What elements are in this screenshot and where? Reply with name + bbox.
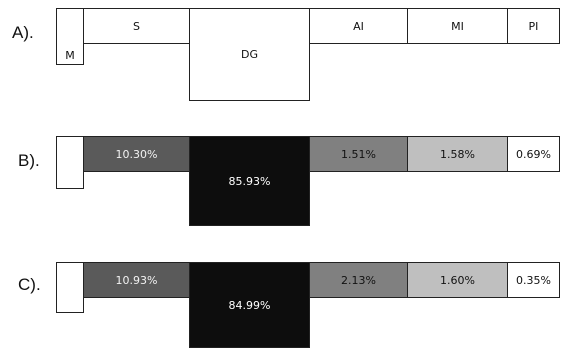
segment-label: 1.58% [440,147,475,161]
segment-label: M [65,49,75,62]
segment-ai: 2.13% [309,262,408,298]
segment-label: MI [451,19,464,33]
segment-ai: 1.51% [309,136,408,172]
row-label-c: C). [18,275,41,294]
segment-s: 10.93% [83,262,190,298]
segment-m: M [56,8,84,65]
segment-mi: MI [407,8,508,44]
segment-label: 10.30% [115,147,158,161]
segment-m [56,262,84,313]
segment-label: 10.93% [115,273,158,287]
segment-label: S [133,19,140,33]
segment-label: DG [241,48,258,61]
segment-label: AI [353,19,364,33]
segment-ai: AI [309,8,408,44]
segment-mi: 1.60% [407,262,508,298]
segment-label: 1.60% [440,273,475,287]
segment-s: 10.30% [83,136,190,172]
segment-dg: 85.93% [189,136,310,226]
segment-s: S [83,8,190,44]
segment-label: 85.93% [228,174,271,188]
row-label-b: B). [18,151,40,170]
segment-pi: PI [507,8,560,44]
segment-mi: 1.58% [407,136,508,172]
segment-label: PI [528,19,539,33]
segment-label: 84.99% [228,298,271,312]
segment-dg: DG [189,8,310,101]
segment-pi: 0.35% [507,262,560,298]
segment-label: 0.69% [516,147,551,161]
row-label-a: A). [12,23,34,42]
segment-label: 2.13% [341,273,376,287]
segment-m [56,136,84,189]
segment-label: 0.35% [516,273,551,287]
segment-pi: 0.69% [507,136,560,172]
segment-dg: 84.99% [189,262,310,348]
segment-label: 1.51% [341,147,376,161]
